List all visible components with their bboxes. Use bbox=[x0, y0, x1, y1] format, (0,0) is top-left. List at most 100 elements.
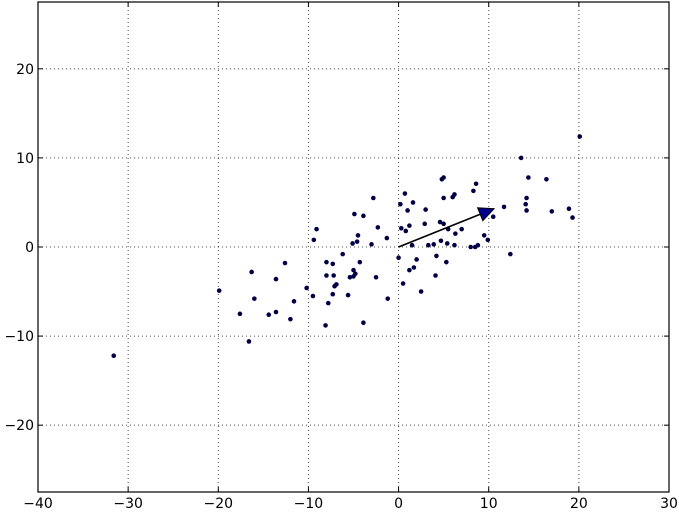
data-point bbox=[472, 244, 478, 250]
data-point bbox=[423, 207, 428, 212]
data-point bbox=[273, 276, 279, 282]
data-point bbox=[570, 215, 575, 220]
data-point bbox=[453, 231, 458, 236]
data-point bbox=[431, 242, 437, 247]
data-point bbox=[508, 251, 513, 257]
data-point bbox=[324, 259, 329, 265]
data-point bbox=[357, 259, 363, 265]
data-point bbox=[345, 292, 351, 298]
data-point bbox=[340, 251, 345, 257]
data-point bbox=[407, 223, 412, 228]
data-point bbox=[324, 273, 329, 278]
x-tick-label: 20 bbox=[570, 496, 588, 512]
data-point bbox=[426, 242, 431, 248]
data-point bbox=[310, 293, 316, 299]
data-point bbox=[396, 255, 401, 260]
data-point bbox=[403, 228, 409, 234]
data-point bbox=[288, 316, 293, 322]
data-point bbox=[291, 299, 297, 304]
data-point bbox=[407, 267, 412, 273]
data-point bbox=[501, 204, 507, 210]
data-point bbox=[409, 242, 415, 248]
data-point bbox=[414, 257, 419, 262]
data-point bbox=[330, 261, 336, 267]
data-point bbox=[402, 191, 408, 196]
data-point bbox=[375, 225, 381, 230]
data-point bbox=[444, 241, 450, 246]
data-point bbox=[450, 194, 455, 200]
x-tick-labels: −40 −30 −20 −10 0 10 20 30 bbox=[23, 496, 678, 512]
data-point bbox=[385, 296, 391, 301]
data-point bbox=[471, 188, 476, 194]
data-point bbox=[524, 195, 529, 201]
axes-frame bbox=[37, 1, 670, 493]
data-point bbox=[398, 225, 404, 231]
data-point bbox=[526, 175, 531, 180]
data-point bbox=[410, 200, 416, 205]
data-point bbox=[444, 259, 449, 265]
data-point bbox=[437, 219, 443, 225]
x-tick-label: 0 bbox=[394, 496, 403, 512]
data-points bbox=[111, 134, 583, 358]
data-point bbox=[441, 195, 446, 201]
arrow-shaft bbox=[398, 213, 481, 248]
data-point bbox=[371, 195, 376, 201]
data-point bbox=[246, 339, 252, 344]
data-point bbox=[323, 323, 328, 328]
data-point bbox=[347, 274, 353, 280]
arrow-head bbox=[476, 207, 496, 222]
data-point bbox=[351, 274, 356, 279]
data-point bbox=[441, 221, 446, 227]
data-point bbox=[354, 239, 360, 244]
data-point bbox=[473, 181, 479, 187]
data-point bbox=[351, 267, 356, 273]
data-point bbox=[490, 214, 496, 220]
data-point bbox=[398, 201, 403, 207]
data-point bbox=[405, 208, 410, 213]
data-point bbox=[325, 300, 331, 306]
data-point bbox=[350, 241, 355, 246]
data-point bbox=[577, 134, 583, 139]
x-tick-label: 10 bbox=[480, 496, 498, 512]
data-point bbox=[216, 288, 222, 293]
data-point bbox=[422, 221, 428, 227]
data-point bbox=[433, 273, 438, 278]
data-point bbox=[311, 237, 317, 243]
x-tick-label: −40 bbox=[23, 496, 53, 512]
data-point bbox=[566, 206, 572, 211]
data-point bbox=[361, 320, 366, 326]
y-tick-label: 0 bbox=[25, 240, 34, 256]
data-point bbox=[485, 237, 491, 243]
data-point bbox=[438, 238, 444, 244]
y-tick-label: −10 bbox=[4, 329, 34, 345]
data-point bbox=[384, 235, 390, 241]
data-point bbox=[439, 176, 445, 182]
vector-arrow bbox=[398, 207, 496, 248]
data-point bbox=[459, 226, 464, 232]
data-point bbox=[252, 296, 257, 301]
data-point bbox=[434, 253, 439, 259]
data-point bbox=[304, 285, 309, 291]
data-point bbox=[330, 291, 336, 297]
data-point bbox=[331, 273, 336, 278]
data-point bbox=[523, 201, 528, 207]
data-point bbox=[452, 242, 457, 248]
x-tick-label: −10 bbox=[294, 496, 324, 512]
data-point bbox=[411, 265, 417, 270]
data-point bbox=[468, 244, 473, 250]
data-point bbox=[352, 211, 357, 217]
data-point bbox=[332, 283, 337, 289]
data-point bbox=[282, 260, 288, 266]
data-point bbox=[249, 269, 254, 275]
data-point bbox=[544, 176, 549, 182]
data-point bbox=[481, 233, 487, 238]
y-tick-label: −20 bbox=[4, 418, 34, 434]
data-point bbox=[524, 208, 529, 213]
data-point bbox=[237, 311, 243, 317]
x-tick-label: −20 bbox=[204, 496, 234, 512]
data-point bbox=[549, 209, 555, 214]
y-tick-label: 10 bbox=[16, 151, 34, 167]
y-tick-label: 20 bbox=[16, 62, 34, 78]
data-point bbox=[273, 309, 279, 315]
